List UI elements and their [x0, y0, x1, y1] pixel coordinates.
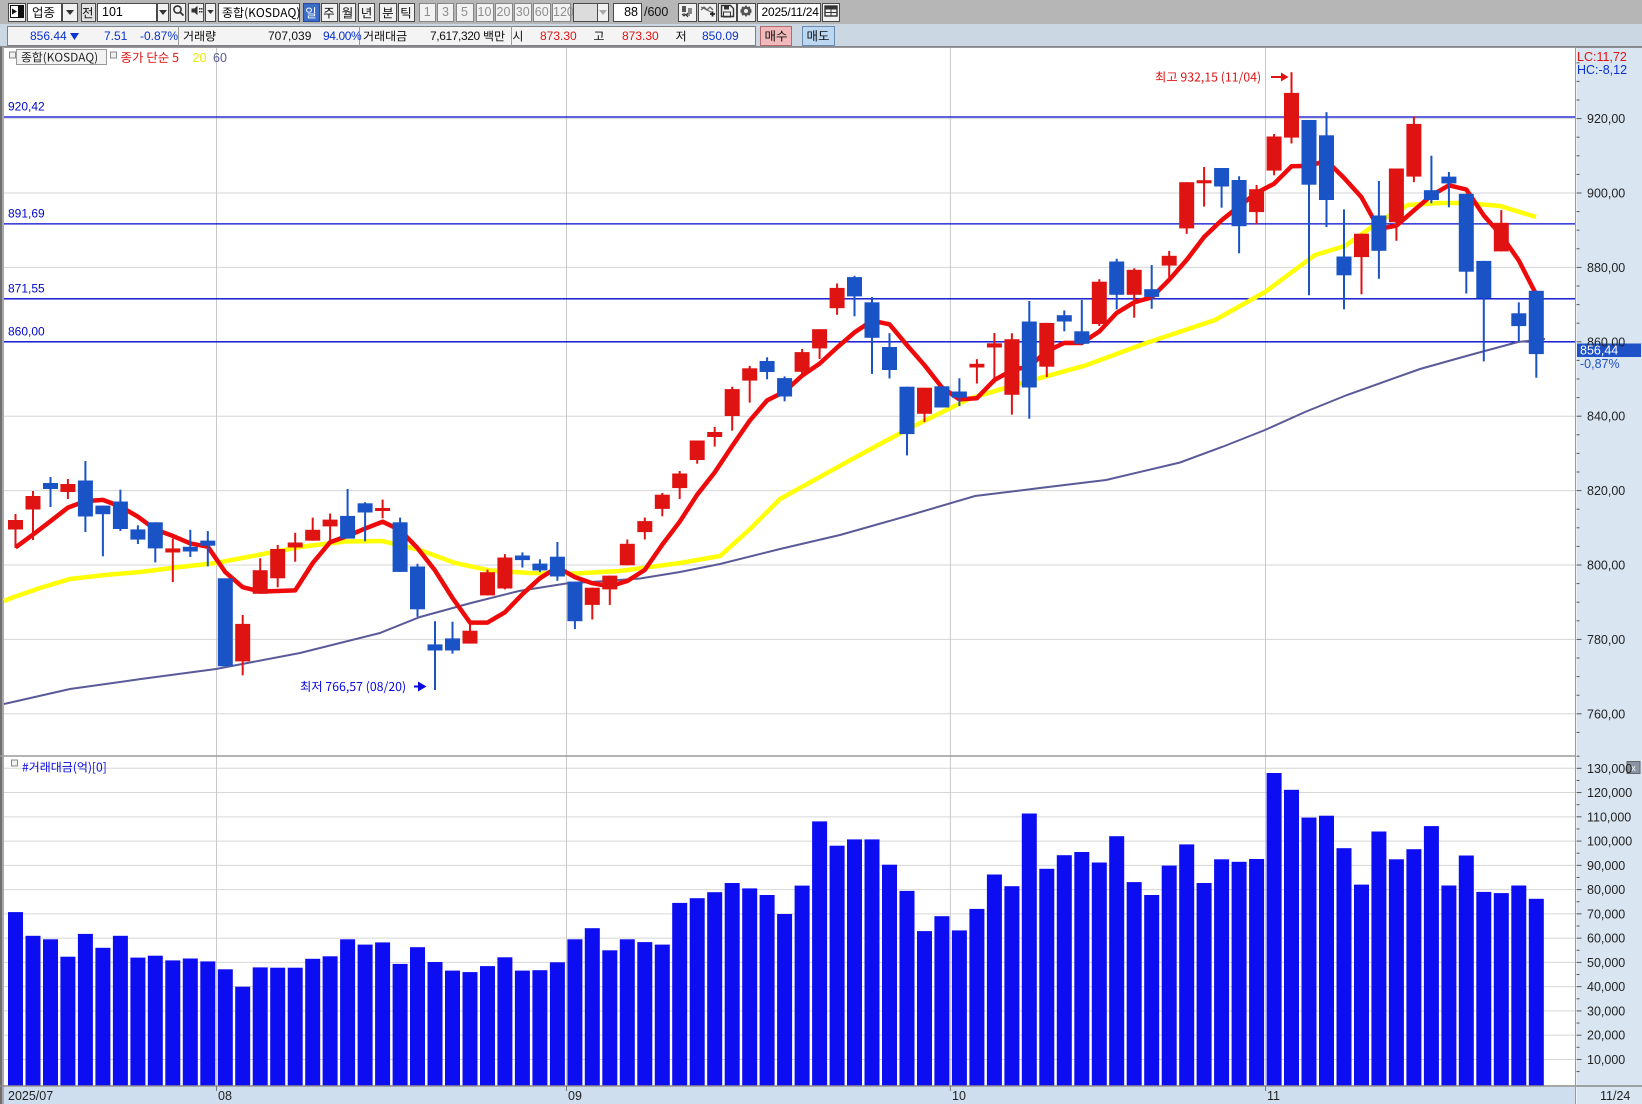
svg-text:80,000: 80,000 — [1587, 883, 1625, 897]
svg-text:20: 20 — [193, 51, 207, 65]
svg-text:70,000: 70,000 — [1587, 907, 1625, 921]
svg-text:HC:-8,12: HC:-8,12 — [1577, 63, 1627, 77]
svg-text:760,00: 760,00 — [1587, 707, 1625, 721]
svg-text:120,000: 120,000 — [1587, 786, 1632, 800]
svg-text:09: 09 — [568, 1089, 582, 1103]
svg-text:860,00: 860,00 — [8, 324, 45, 338]
svg-text:100,000: 100,000 — [1587, 835, 1632, 849]
svg-text:20,000: 20,000 — [1587, 1029, 1625, 1043]
svg-text:11: 11 — [1267, 1089, 1280, 1103]
svg-text:110,000: 110,000 — [1587, 810, 1631, 824]
svg-text:30,000: 30,000 — [1587, 1004, 1625, 1018]
svg-text:90,000: 90,000 — [1587, 859, 1625, 873]
svg-text:900,00: 900,00 — [1587, 187, 1625, 201]
svg-text:50,000: 50,000 — [1587, 956, 1625, 970]
svg-text:60,000: 60,000 — [1587, 932, 1625, 946]
svg-text:780,00: 780,00 — [1587, 633, 1625, 647]
svg-text:920,00: 920,00 — [1587, 112, 1625, 126]
svg-text:871,55: 871,55 — [8, 281, 45, 295]
svg-text:x: x — [1631, 763, 1636, 773]
svg-text:10,000: 10,000 — [1587, 1053, 1625, 1067]
svg-text:820,00: 820,00 — [1587, 484, 1625, 498]
svg-text:60: 60 — [213, 51, 227, 65]
svg-text:840,00: 840,00 — [1587, 410, 1625, 424]
svg-text:920,42: 920,42 — [8, 100, 45, 114]
svg-text:11/24: 11/24 — [1600, 1089, 1630, 1103]
svg-text:860,00: 860,00 — [1587, 335, 1625, 349]
svg-text:800,00: 800,00 — [1587, 559, 1625, 573]
svg-text:880,00: 880,00 — [1587, 261, 1625, 275]
svg-text:130,000: 130,000 — [1587, 762, 1632, 776]
svg-text:40,000: 40,000 — [1587, 980, 1625, 994]
svg-text:10: 10 — [952, 1089, 966, 1103]
svg-text:891,69: 891,69 — [8, 206, 45, 220]
svg-text:2025/07: 2025/07 — [8, 1089, 53, 1103]
svg-text:856,44: 856,44 — [1580, 344, 1618, 358]
svg-text:LC:11,72: LC:11,72 — [1577, 50, 1627, 64]
svg-text:08: 08 — [218, 1089, 232, 1103]
svg-text:-0,87%: -0,87% — [1580, 357, 1620, 371]
